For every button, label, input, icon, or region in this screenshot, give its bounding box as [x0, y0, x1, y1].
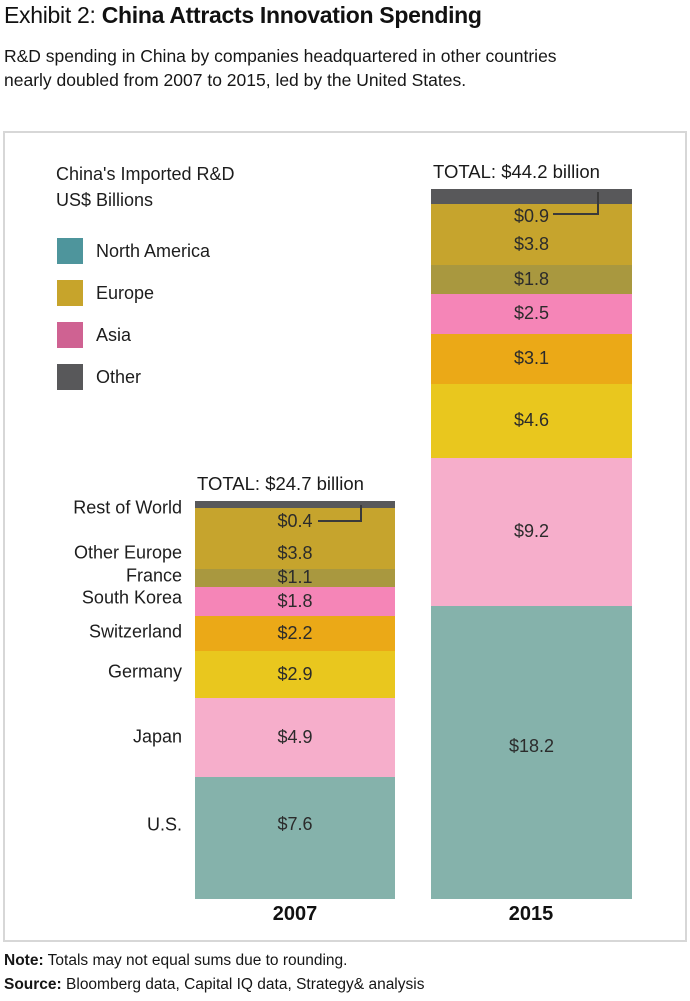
segment-germany-2007: $2.9 [195, 651, 395, 698]
legend-label: Europe [96, 282, 155, 303]
legend-item-other: Other [57, 364, 210, 390]
segment-value-label: $2.2 [277, 622, 313, 643]
legend-item-north-america: North America [57, 238, 210, 264]
segment-south-korea-2015: $2.5 [431, 293, 632, 334]
segment-value-label: $18.2 [508, 735, 555, 756]
category-label-germany: Germany [107, 661, 182, 682]
category-label-france: France [125, 565, 182, 586]
segment-value-label: $2.5 [513, 303, 550, 324]
total-label-2007: TOTAL: $24.7 billion [197, 473, 364, 494]
segment-value-label: $7.6 [277, 814, 313, 835]
legend-swatch-europe [57, 280, 83, 306]
category-label-switzerland: Switzerland [88, 621, 182, 642]
category-label-japan: Japan [132, 726, 182, 747]
segment-value-label: $1.1 [277, 567, 313, 588]
subtitle-line-1: R&D spending in China by companies headq… [4, 46, 557, 66]
segment-value-label: $3.8 [277, 542, 313, 563]
axis-label-2015: 2015 [508, 903, 554, 925]
source-row: Source: Bloomberg data, Capital IQ data,… [4, 976, 424, 994]
note-row: Note: Totals may not equal sums due to r… [4, 952, 347, 970]
segment-value-label: $9.2 [513, 521, 550, 542]
total-label-2015: TOTAL: $44.2 billion [433, 161, 600, 182]
category-label-u-s: U.S. [146, 814, 182, 835]
legend-item-europe: Europe [57, 280, 210, 306]
legend-swatch-other [57, 364, 83, 390]
segment-value-label: $3.8 [513, 233, 550, 254]
segment-value-label: $1.8 [513, 268, 550, 289]
callout-line [553, 192, 599, 216]
segment-value-label: $3.1 [513, 348, 550, 369]
chart-heading-line-2: US$ Billions [56, 190, 154, 210]
segment-value-label: $4.6 [513, 410, 550, 431]
source-text: Bloomberg data, Capital IQ data, Strateg… [66, 976, 425, 993]
legend: North America Europe Asia Other [57, 238, 210, 390]
segment-rest-of-world-2007 [195, 501, 395, 508]
source-label: Source: [4, 976, 62, 993]
page-title: Exhibit 2: China Attracts Innovation Spe… [4, 2, 482, 29]
category-label-south-korea: South Korea [81, 587, 182, 608]
callout-line [318, 505, 362, 523]
legend-swatch-north-america [57, 238, 83, 264]
legend-label: North America [96, 240, 211, 261]
segment-switzerland-2015: $3.1 [431, 333, 632, 384]
stacked-bar-2015: $3.8 $1.8 $2.5 $3.1 $4.6 $9.2 $18.2 $0.9 [431, 189, 632, 899]
segment-south-korea-2007: $1.8 [195, 586, 395, 616]
segment-rest-of-world-2015 [431, 189, 632, 204]
note-label: Note: [4, 952, 44, 969]
category-label-rest-of-world: Rest of World [73, 497, 182, 518]
stacked-bar-2007: $3.8 $1.1 $1.8 $2.2 $2.9 $4.9 $7.6 $0.4 [195, 501, 395, 899]
callout-value-rest-of-world-2007: $0.4 [277, 511, 313, 532]
axis-label-2007: 2007 [272, 903, 318, 925]
segment-germany-2015: $4.6 [431, 383, 632, 458]
segment-japan-2015: $9.2 [431, 457, 632, 606]
legend-label: Asia [96, 324, 132, 345]
segment-value-label: $2.9 [277, 663, 313, 684]
segment-value-label: $4.9 [277, 726, 313, 747]
segment-france-2015: $1.8 [431, 264, 632, 294]
note-text: Totals may not equal sums due to roundin… [47, 952, 348, 969]
chart-heading-line-1: China's Imported R&D [56, 164, 235, 184]
callout-value-rest-of-world-2015: $0.9 [513, 206, 550, 227]
exhibit-label: Exhibit 2: [4, 2, 96, 28]
segment-value-label: $1.8 [277, 590, 313, 611]
legend-swatch-asia [57, 322, 83, 348]
page-title-bold: China Attracts Innovation Spending [101, 2, 482, 28]
chart-heading: China's Imported R&D US$ Billions [56, 161, 235, 213]
subtitle-line-2: nearly doubled from 2007 to 2015, led by… [4, 70, 467, 90]
legend-label: Other [96, 366, 142, 387]
subtitle: R&D spending in China by companies headq… [4, 44, 557, 92]
segment-france-2007: $1.1 [195, 567, 395, 588]
legend-item-asia: Asia [57, 322, 210, 348]
segment-u-s-2015: $18.2 [431, 605, 632, 899]
category-label-other-europe: Other Europe [73, 542, 182, 563]
segment-u-s-2007: $7.6 [195, 776, 395, 899]
segment-japan-2007: $4.9 [195, 697, 395, 777]
segment-switzerland-2007: $2.2 [195, 615, 395, 652]
